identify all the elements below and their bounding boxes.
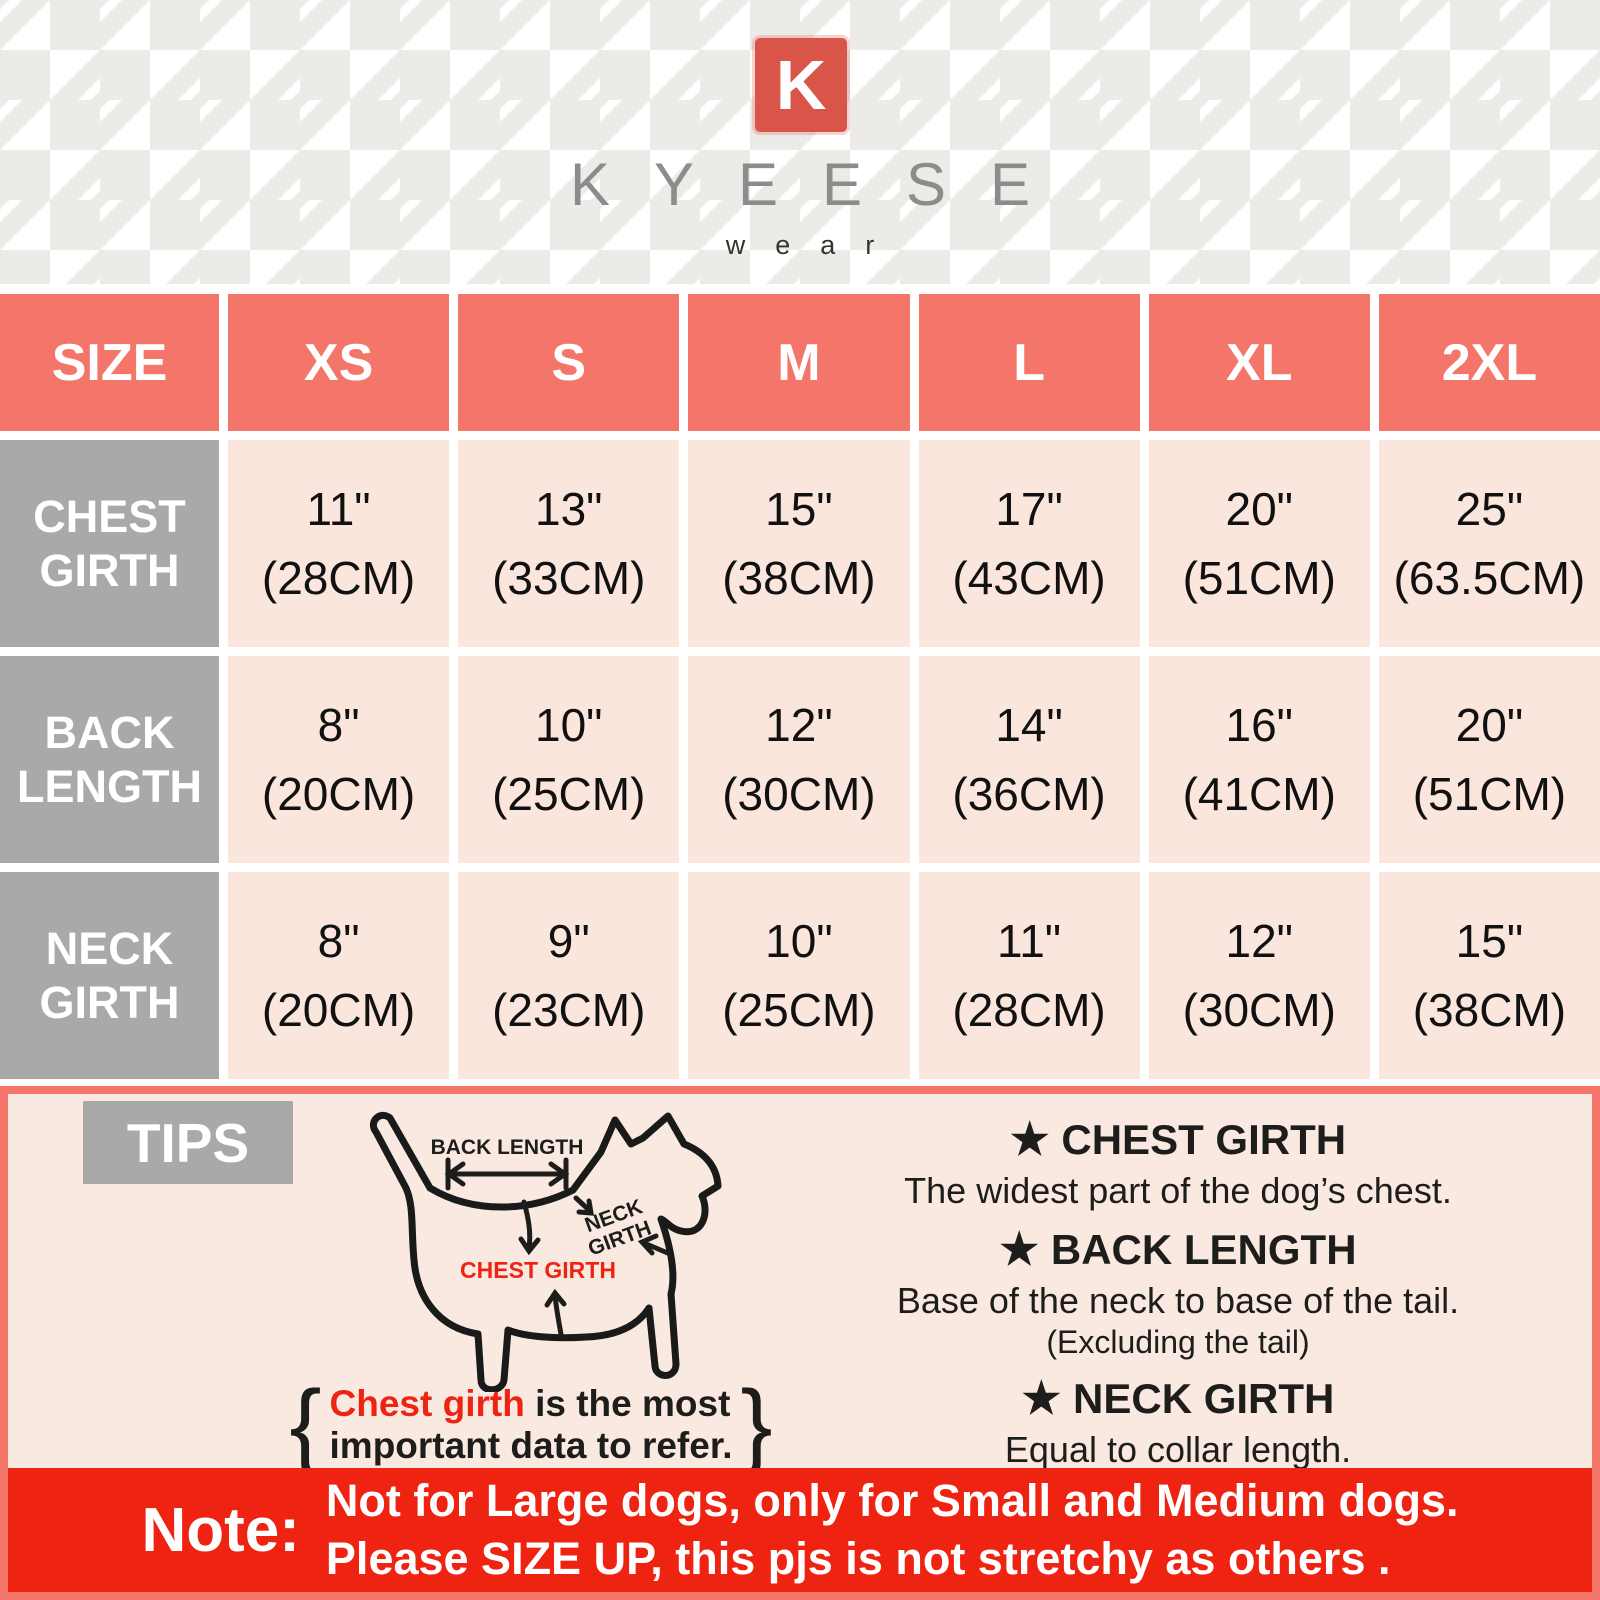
brand-logo-mark: K: [755, 38, 847, 132]
table-header-m: M: [688, 294, 910, 431]
row-label-back-length: BACK LENGTH: [0, 656, 219, 863]
close-brace: }: [740, 1371, 773, 1478]
table-cell: 20" (51CM): [1148, 440, 1370, 647]
note-label: Note:: [141, 1495, 300, 1565]
table-cell: 12" (30CM): [1148, 872, 1370, 1079]
table-cell: 8" (20CM): [228, 872, 450, 1079]
chest-girth-arrows: [518, 1199, 567, 1337]
definition-term: ★ CHEST GIRTH: [1009, 1115, 1347, 1164]
brand-header: K KYEESE wear: [0, 0, 1600, 284]
table-cell: 13" (33CM): [458, 440, 680, 647]
table-header-size: SIZE: [0, 294, 219, 431]
dog-outline: [369, 1111, 722, 1392]
table-cell: 20" (51CM): [1378, 656, 1600, 863]
caption-highlight: Chest girth: [329, 1382, 525, 1424]
tips-section: TIPS BACK LENGTH CHEST GIRTH: [0, 1086, 1600, 1600]
definition-desc-secondary: (Excluding the tail): [1046, 1324, 1310, 1360]
table-cell: 14" (36CM): [918, 656, 1140, 863]
star-icon: ★: [1009, 1115, 1050, 1164]
chest-girth-caption: { Chest girth is the most important data…: [289, 1371, 773, 1478]
brand-name: KYEESE: [569, 151, 1075, 218]
table-header-2xl: 2XL: [1378, 294, 1600, 431]
table-cell: 11" (28CM): [228, 440, 450, 647]
row-label-chest-girth: CHEST GIRTH: [0, 440, 219, 647]
chest-girth-label: CHEST GIRTH: [460, 1257, 616, 1283]
table-cell: 10" (25CM): [458, 656, 680, 863]
open-brace: {: [289, 1371, 322, 1478]
back-length-arrow: [444, 1157, 570, 1191]
table-cell: 11" (28CM): [918, 872, 1140, 1079]
table-cell: 17" (43CM): [918, 440, 1140, 647]
table-header-xl: XL: [1148, 294, 1370, 431]
neck-girth-arrows: [573, 1195, 673, 1257]
definition-desc: Equal to collar length.: [1004, 1429, 1352, 1470]
brand-logo-letter: K: [775, 46, 827, 124]
back-length-label: BACK LENGTH: [431, 1136, 584, 1159]
measurement-definitions: ★ CHEST GIRTH The widest part of the dog…: [788, 1116, 1568, 1471]
table-cell: 25" (63.5CM): [1378, 440, 1600, 647]
table-cell: 15" (38CM): [1378, 872, 1600, 1079]
definition-desc: Base of the neck to base of the tail.: [896, 1280, 1460, 1321]
table-cell: 12" (30CM): [688, 656, 910, 863]
row-label-neck-girth: NECK GIRTH: [0, 872, 219, 1079]
dog-measurement-diagram: BACK LENGTH CHEST GIRTH NECK GIRTH: [369, 1111, 722, 1392]
table-cell: 8" (20CM): [228, 656, 450, 863]
brand-tagline: wear: [725, 230, 905, 260]
note-bar: Note: Not for Large dogs, only for Small…: [8, 1468, 1592, 1592]
table-cell: 10" (25CM): [688, 872, 910, 1079]
definition-term: ★ NECK GIRTH: [1021, 1374, 1335, 1423]
table-cell: 15" (38CM): [688, 440, 910, 647]
star-icon: ★: [999, 1225, 1039, 1274]
definition-desc: The widest part of the dog’s chest.: [904, 1170, 1452, 1211]
table-cell: 9" (23CM): [458, 872, 680, 1079]
size-table: SIZE XS S M L XL 2XL CHEST GIRTH 11" (28C…: [0, 294, 1600, 1079]
definition-term: ★ BACK LENGTH: [999, 1225, 1357, 1274]
table-header-l: L: [918, 294, 1140, 431]
table-header-s: S: [458, 294, 680, 431]
note-text: Not for Large dogs, only for Small and M…: [325, 1474, 1459, 1585]
table-cell: 16" (41CM): [1148, 656, 1370, 863]
tips-badge: TIPS: [83, 1101, 293, 1184]
star-icon: ★: [1021, 1374, 1062, 1423]
table-header-xs: XS: [228, 294, 450, 431]
